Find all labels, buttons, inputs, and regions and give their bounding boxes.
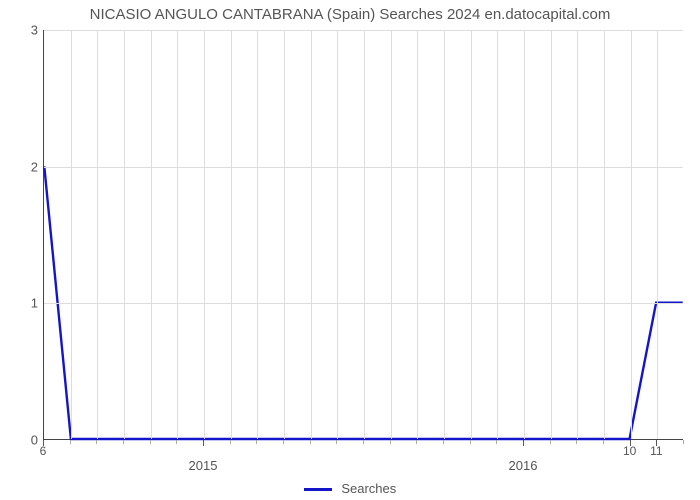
gridline-vertical xyxy=(604,30,605,439)
x-minor-tick xyxy=(256,440,257,444)
x-minor-tick xyxy=(310,440,311,444)
y-tick-label: 3 xyxy=(8,23,38,38)
x-minor-tick xyxy=(96,440,97,444)
gridline-vertical xyxy=(364,30,365,439)
gridline-vertical xyxy=(417,30,418,439)
x-minor-tick xyxy=(70,440,71,444)
x-sub-label: 6 xyxy=(40,444,47,458)
x-major-label: 2016 xyxy=(509,458,538,473)
x-minor-tick xyxy=(363,440,364,444)
gridline-vertical xyxy=(471,30,472,439)
x-minor-tick xyxy=(176,440,177,444)
gridline-vertical xyxy=(257,30,258,439)
gridline-vertical xyxy=(124,30,125,439)
x-minor-tick xyxy=(336,440,337,444)
y-tick-label: 1 xyxy=(8,296,38,311)
chart-title: NICASIO ANGULO CANTABRANA (Spain) Search… xyxy=(0,6,700,23)
chart-container: NICASIO ANGULO CANTABRANA (Spain) Search… xyxy=(0,0,700,500)
x-minor-tick xyxy=(416,440,417,444)
x-minor-tick xyxy=(230,440,231,444)
x-sub-label: 10 xyxy=(623,444,636,458)
x-minor-tick xyxy=(550,440,551,444)
gridline-vertical xyxy=(231,30,232,439)
gridline-vertical xyxy=(71,30,72,439)
gridline-vertical xyxy=(657,30,658,439)
gridline-vertical xyxy=(631,30,632,439)
legend-label: Searches xyxy=(341,481,396,496)
gridline-vertical xyxy=(311,30,312,439)
gridline-vertical xyxy=(551,30,552,439)
gridline-vertical xyxy=(524,30,525,439)
gridline-vertical xyxy=(97,30,98,439)
x-minor-tick xyxy=(576,440,577,444)
gridline-vertical xyxy=(151,30,152,439)
gridline-vertical xyxy=(444,30,445,439)
gridline-vertical xyxy=(177,30,178,439)
gridline-vertical xyxy=(497,30,498,439)
x-minor-tick xyxy=(470,440,471,444)
gridline-vertical xyxy=(204,30,205,439)
x-minor-tick xyxy=(603,440,604,444)
x-major-tick xyxy=(523,440,524,446)
gridline-vertical xyxy=(577,30,578,439)
x-sub-label: 11 xyxy=(650,444,662,458)
y-tick-label: 2 xyxy=(8,159,38,174)
x-minor-tick xyxy=(150,440,151,444)
gridline-vertical xyxy=(337,30,338,439)
legend: Searches xyxy=(0,481,700,496)
gridline-vertical xyxy=(391,30,392,439)
y-tick-label: 0 xyxy=(8,433,38,448)
x-minor-tick xyxy=(496,440,497,444)
x-major-label: 2015 xyxy=(189,458,218,473)
x-minor-tick xyxy=(123,440,124,444)
plot-area xyxy=(43,30,683,440)
x-minor-tick xyxy=(683,440,684,444)
x-minor-tick xyxy=(283,440,284,444)
x-major-tick xyxy=(203,440,204,446)
legend-swatch xyxy=(304,488,332,491)
gridline-vertical xyxy=(284,30,285,439)
x-minor-tick xyxy=(390,440,391,444)
x-minor-tick xyxy=(443,440,444,444)
